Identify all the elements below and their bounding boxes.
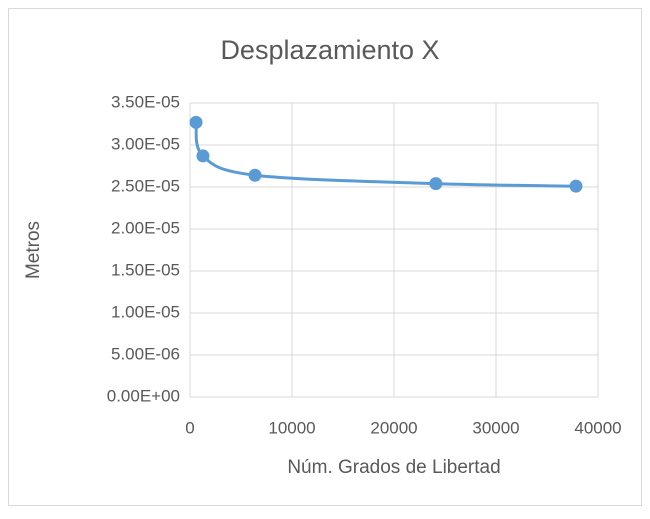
y-tick-label: 2.00E-05: [111, 218, 180, 237]
chart-border: [8, 8, 642, 506]
y-tick-label: 3.00E-05: [111, 134, 180, 153]
y-axis-label: Metros: [23, 221, 44, 279]
data-point: [248, 168, 262, 182]
x-tick-label: 20000: [370, 418, 417, 437]
x-tick-label: 0: [185, 418, 194, 437]
y-tick-label: 5.00E-06: [111, 344, 180, 363]
y-tick-label: 2.50E-05: [111, 176, 180, 195]
data-point: [189, 115, 203, 129]
y-tick-label: 1.00E-05: [111, 302, 180, 321]
y-tick-label: 1.50E-05: [111, 260, 180, 279]
x-tick-label: 30000: [472, 418, 519, 437]
x-tick-label: 10000: [268, 418, 315, 437]
data-point: [196, 149, 210, 163]
chart-title: Desplazamiento X: [220, 35, 439, 65]
x-tick-label: 40000: [574, 418, 621, 437]
y-tick-label: 3.50E-05: [111, 92, 180, 111]
y-tick-label: 0.00E+00: [107, 386, 180, 405]
x-axis-label: Núm. Grados de Libertad: [287, 457, 500, 478]
data-point: [569, 179, 583, 193]
data-point: [429, 177, 443, 191]
